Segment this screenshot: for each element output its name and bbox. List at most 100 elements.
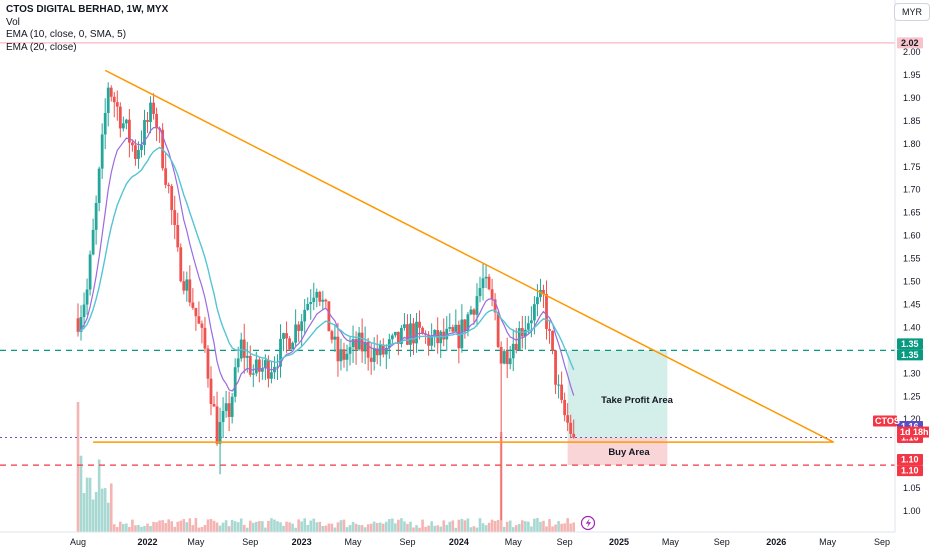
volume-bar	[548, 519, 551, 532]
candle-body	[146, 120, 149, 122]
volume-bar	[291, 523, 294, 532]
volume-bar	[206, 519, 210, 532]
volume-bar	[285, 521, 288, 532]
volume-bar	[530, 526, 533, 532]
volume-bar	[436, 525, 439, 532]
volume-bar	[100, 488, 104, 532]
volume-bar	[239, 518, 243, 532]
volume-bar	[439, 526, 443, 532]
candle-body	[421, 327, 424, 334]
price-badge	[897, 454, 923, 466]
candle-body	[472, 309, 476, 315]
volume-indicator-label[interactable]: Vol	[6, 16, 20, 28]
x-tick-label: May	[187, 537, 205, 547]
candle-body	[318, 291, 322, 302]
volume-bar	[536, 518, 539, 532]
volume-bar	[511, 527, 515, 532]
volume-bar	[230, 519, 234, 532]
candle-body	[188, 279, 192, 303]
y-tick-label: 1.55	[903, 254, 921, 264]
x-tick-label: Sep	[714, 537, 730, 547]
volume-bar	[330, 523, 334, 532]
candle-body	[191, 302, 195, 308]
volume-bar	[97, 459, 101, 532]
volume-bar	[545, 526, 548, 532]
volume-bar	[197, 527, 201, 532]
trend-layer	[93, 69, 834, 443]
candle-body	[218, 422, 222, 444]
volume-bar	[131, 519, 134, 532]
candle-body	[88, 254, 92, 290]
ema-fast-label[interactable]: EMA (10, close, 0, SMA, 5)	[6, 29, 127, 40]
candle-body	[448, 327, 452, 329]
price-badge-text: 1.35	[901, 350, 919, 360]
volume-bar	[397, 519, 400, 532]
volume-bar	[88, 477, 92, 532]
candle-body	[403, 324, 406, 328]
candle-body	[454, 324, 458, 332]
volume-bar	[303, 518, 306, 532]
volume-bar	[554, 524, 557, 532]
candle-body	[170, 186, 174, 211]
volume-bar	[403, 521, 406, 532]
countdown-text: 1d 18h	[900, 427, 929, 437]
volume-bar	[502, 526, 506, 532]
volume-bar	[454, 527, 458, 532]
candle-body	[324, 299, 328, 302]
volume-bar	[85, 477, 89, 532]
volume-bar	[140, 526, 143, 532]
volume-bar	[463, 520, 467, 532]
volume-bar	[472, 526, 476, 532]
candle-body	[427, 334, 431, 346]
candle-body	[82, 304, 86, 318]
candle-body	[152, 102, 155, 114]
volume-bar	[164, 523, 167, 532]
volume-bar	[321, 526, 325, 532]
volume-bar	[76, 402, 80, 532]
candle-body	[315, 291, 319, 298]
volume-bar	[348, 524, 352, 532]
candle-body	[390, 335, 394, 340]
volume-bar	[563, 523, 566, 532]
volume-bar	[267, 520, 270, 532]
candle-body	[203, 327, 207, 349]
y-tick-label: 1.80	[903, 139, 921, 149]
volume-bar	[300, 521, 303, 532]
y-tick-label: 1.05	[903, 483, 921, 493]
candle-body	[563, 399, 567, 416]
volume-bar	[445, 524, 449, 532]
candle-body	[366, 341, 370, 358]
candle-body	[257, 359, 261, 372]
volume-bar	[279, 522, 282, 532]
candle-body	[306, 304, 310, 310]
candle-body	[285, 333, 288, 339]
replay-icon[interactable]	[580, 515, 596, 531]
volume-bar	[366, 524, 370, 532]
candle-body	[227, 403, 231, 417]
candle-body	[523, 329, 527, 337]
currency-button[interactable]: MYR	[894, 3, 930, 21]
volume-bar	[427, 525, 430, 532]
ema-slow-label[interactable]: EMA (20, close)	[6, 41, 77, 53]
candle-body	[378, 344, 382, 356]
volume-bar	[539, 521, 542, 532]
volume-bar	[360, 525, 364, 532]
candle-body	[276, 366, 279, 368]
take-profit-zone	[567, 350, 668, 438]
descending-trendline	[104, 69, 834, 443]
volume-bar	[209, 519, 213, 532]
volume-bar	[255, 521, 258, 532]
candle-body	[372, 348, 376, 362]
candle-body	[533, 304, 536, 321]
take-profit-label: Take Profit Area	[601, 395, 674, 406]
candle-body	[200, 323, 204, 328]
candle-body	[551, 330, 554, 351]
candle-body	[112, 96, 116, 103]
volume-bar	[406, 523, 409, 532]
volume-bar	[493, 520, 497, 532]
candle-body	[233, 367, 237, 397]
volume-bar	[378, 522, 382, 532]
symbol-title[interactable]: CTOS DIGITAL BERHAD, 1W, MYX	[6, 4, 169, 15]
volume-bar	[381, 523, 385, 532]
